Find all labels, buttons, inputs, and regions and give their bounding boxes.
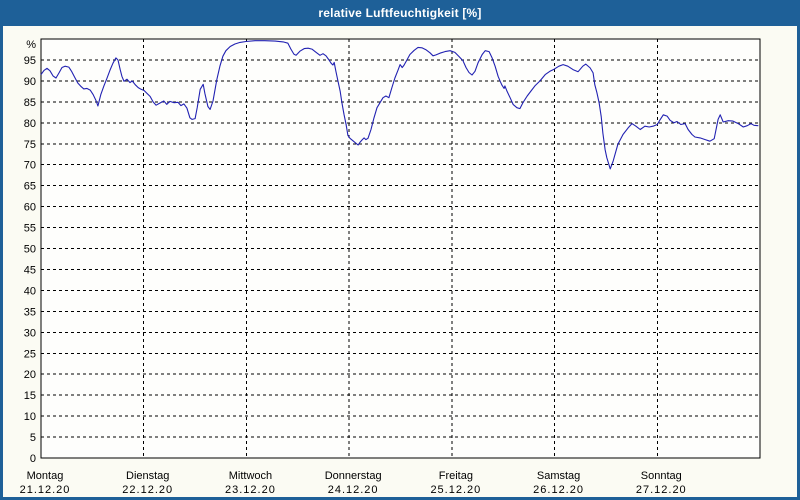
day-date-label: 25.12.20 (430, 484, 481, 496)
y-tick-label: 85 (24, 97, 36, 109)
titlebar: relative Luftfeuchtigkeit [%] (0, 0, 800, 26)
y-tick-label: 30 (24, 327, 36, 339)
day-name-label: Samstag (537, 470, 580, 482)
y-tick-label: 35 (24, 306, 36, 318)
day-date-label: 24.12.20 (328, 484, 379, 496)
y-tick-label: 70 (24, 160, 36, 172)
y-tick-label: 20 (24, 369, 36, 381)
y-axis-unit-label: % (26, 39, 36, 51)
page-title: relative Luftfeuchtigkeit [%] (318, 6, 482, 20)
day-name-label: Montag (27, 470, 64, 482)
y-tick-label: 25 (24, 348, 36, 360)
day-name-label: Sonntag (641, 470, 682, 482)
frame-left (0, 26, 3, 500)
y-tick-label: 60 (24, 202, 36, 214)
day-name-label: Dienstag (126, 470, 169, 482)
y-tick-label: 5 (30, 432, 36, 444)
y-tick-label: 55 (24, 223, 36, 235)
y-tick-label: 40 (24, 285, 36, 297)
y-tick-label: 0 (30, 453, 36, 465)
day-date-label: 26.12.20 (533, 484, 584, 496)
y-tick-label: 10 (24, 411, 36, 423)
humidity-line (40, 40, 759, 170)
y-tick-label: 90 (24, 76, 36, 88)
day-date-label: 22.12.20 (122, 484, 173, 496)
day-date-label: 21.12.20 (20, 484, 71, 496)
plot-area (40, 38, 761, 459)
y-tick-label: 75 (24, 139, 36, 151)
y-tick-label: 45 (24, 264, 36, 276)
day-date-label: 23.12.20 (225, 484, 276, 496)
titlebar-background (0, 0, 800, 26)
frame-right (797, 26, 800, 500)
y-tick-label: 15 (24, 390, 36, 402)
frame-bottom (0, 497, 800, 500)
day-name-label: Mittwoch (229, 470, 272, 482)
y-tick-label: 80 (24, 118, 36, 130)
day-date-label: 27.12.20 (636, 484, 687, 496)
y-tick-label: 95 (24, 55, 36, 67)
y-tick-label: 65 (24, 181, 36, 193)
day-name-label: Freitag (439, 470, 473, 482)
y-tick-label: 50 (24, 244, 36, 256)
day-name-label: Donnerstag (325, 470, 382, 482)
